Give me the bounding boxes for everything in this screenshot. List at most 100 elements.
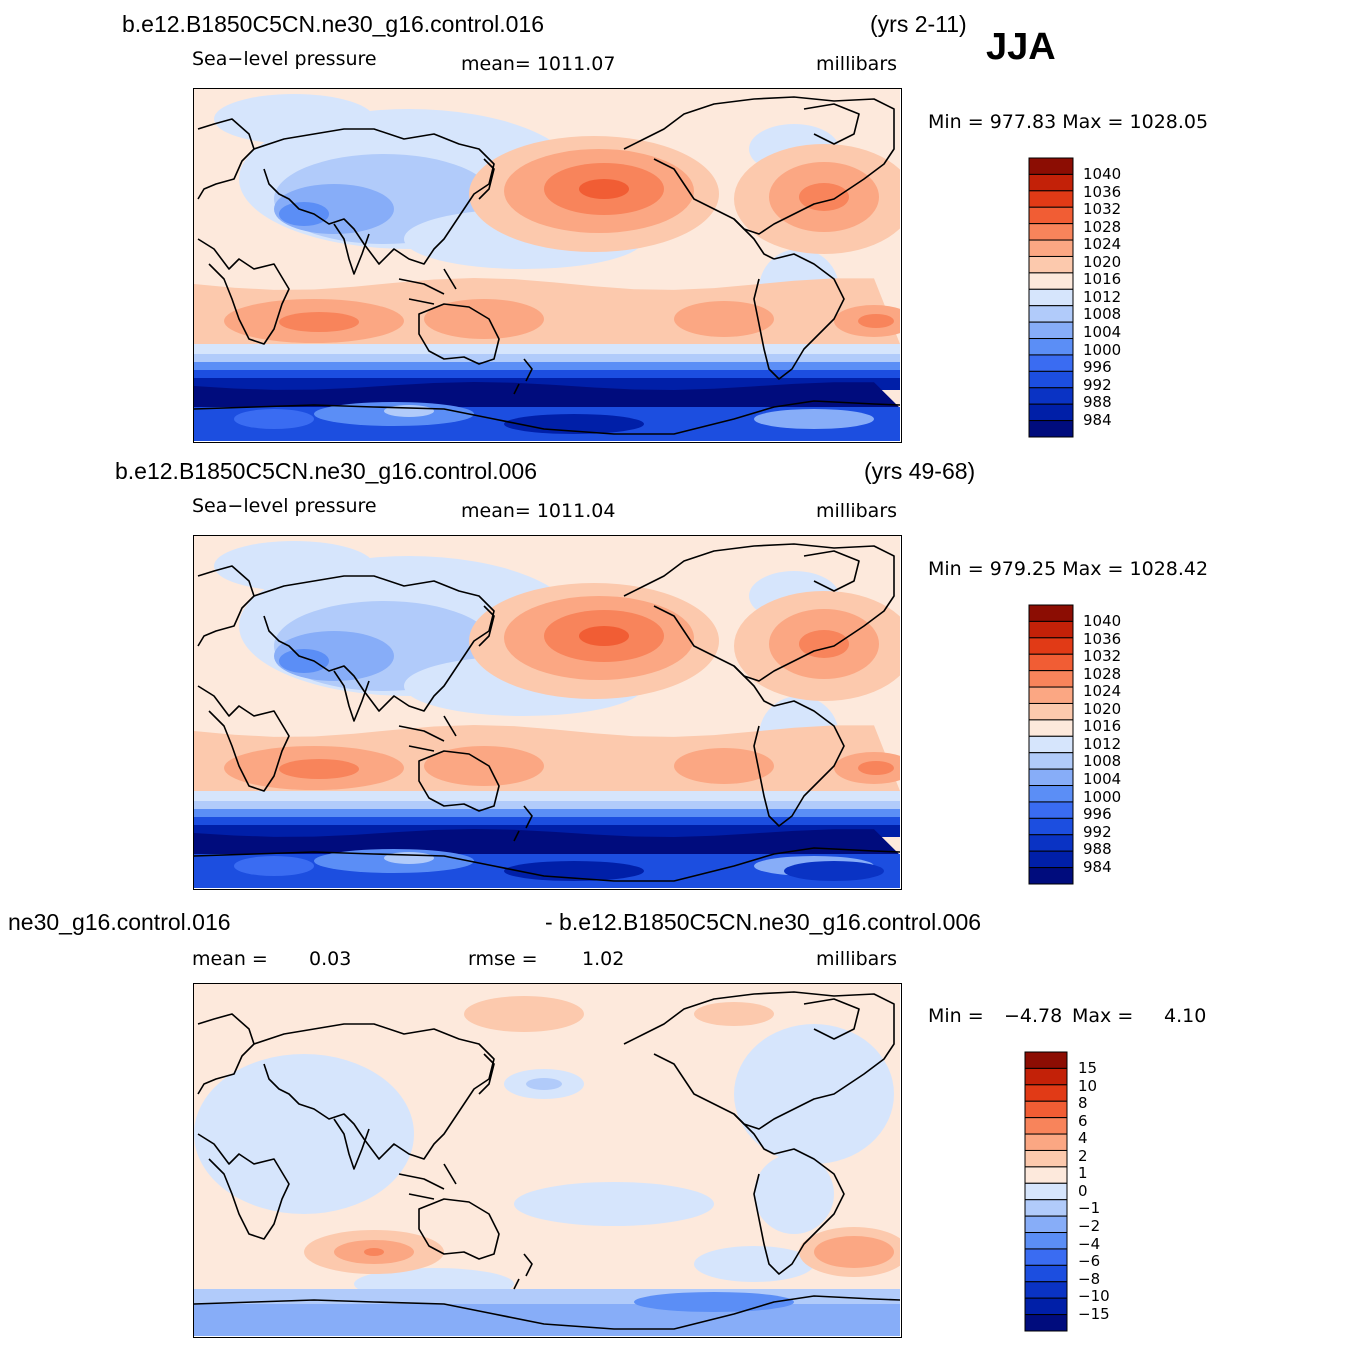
contour-region xyxy=(694,1246,814,1282)
coastline xyxy=(197,685,290,792)
panel-2-minmax: Min = 979.25 Max = 1028.42 xyxy=(928,558,1209,580)
panel-1-units: millibars xyxy=(816,53,898,75)
panel-2-case-title: b.e12.B1850C5CN.ne30_g16.control.006 xyxy=(115,458,537,484)
colorbar-tick-label: 1004 xyxy=(1083,322,1122,341)
colorbar-swatch xyxy=(1028,785,1074,803)
contour-band xyxy=(194,817,900,827)
colorbar-swatch xyxy=(1028,206,1074,225)
contour-region xyxy=(858,314,894,328)
contour-region xyxy=(234,856,314,876)
colorbar-tick-label: −10 xyxy=(1078,1287,1110,1306)
coastline xyxy=(418,303,500,365)
coastline xyxy=(803,998,860,1040)
coastline xyxy=(803,103,860,145)
season-label: JJA xyxy=(986,26,1056,68)
contour-band xyxy=(194,809,900,819)
coastline xyxy=(253,575,495,712)
contour-region xyxy=(784,861,884,881)
colorbar-swatch xyxy=(1028,735,1074,754)
contour-band xyxy=(194,382,900,408)
panel-3-min-value: −4.78 xyxy=(1004,1005,1063,1027)
colorbar-tick-label: 1004 xyxy=(1083,769,1122,788)
coastline xyxy=(623,991,895,1130)
colorbar-tick-label: 15 xyxy=(1078,1059,1098,1077)
colorbar-tick-label: 6 xyxy=(1078,1111,1088,1130)
panel-3-map xyxy=(193,983,902,1338)
contour-region xyxy=(526,1078,562,1090)
panel-2-variable: Sea−level pressure xyxy=(192,495,377,517)
coastline xyxy=(197,565,255,647)
coastline xyxy=(623,543,895,682)
colorbar-tick-label: 1016 xyxy=(1083,717,1122,736)
coastline xyxy=(398,268,457,305)
coastline xyxy=(253,1023,495,1160)
colorbar-tick-label: 8 xyxy=(1078,1094,1088,1113)
panel-3-case-left: ne30_g16.control.016 xyxy=(8,909,231,935)
contour-region xyxy=(279,202,329,226)
panel-1-case-title: b.e12.B1850C5CN.ne30_g16.control.016 xyxy=(122,11,544,37)
coastline xyxy=(753,700,845,827)
colorbar-swatch xyxy=(1024,1281,1068,1299)
colorbar-tick-label: 1024 xyxy=(1083,235,1122,254)
colorbar-tick-label: −2 xyxy=(1078,1216,1101,1235)
panel-2-years: (yrs 49-68) xyxy=(864,458,976,484)
colorbar-swatch xyxy=(1024,1133,1068,1151)
panel-3-rmse-value: 1.02 xyxy=(582,948,625,970)
coastline xyxy=(197,118,255,200)
panel-1-colorbar xyxy=(1028,157,1074,443)
coastline xyxy=(333,670,370,722)
panel-3-units: millibars xyxy=(816,948,898,970)
colorbar-tick-label: 984 xyxy=(1083,410,1112,429)
colorbar-swatch xyxy=(1024,1264,1068,1283)
colorbar-tick-label: 1024 xyxy=(1083,682,1122,701)
colorbar-swatch xyxy=(1028,272,1074,290)
contour-region xyxy=(214,94,374,144)
contour-band xyxy=(194,370,900,380)
contour-region xyxy=(734,1024,894,1164)
colorbar-swatch xyxy=(1028,321,1074,340)
contour-region xyxy=(754,1154,834,1234)
colorbar-swatch xyxy=(1028,653,1074,672)
contour-region xyxy=(579,179,629,199)
contour-region xyxy=(279,649,329,673)
contour-region xyxy=(364,1248,384,1256)
coastline xyxy=(753,253,845,380)
colorbar-tick-label: 1012 xyxy=(1083,287,1122,306)
colorbar-swatch xyxy=(1028,620,1074,639)
contour-region xyxy=(194,1054,414,1214)
colorbar-swatch xyxy=(1024,1215,1068,1234)
colorbar-tick-label: 988 xyxy=(1083,840,1112,859)
contour-band xyxy=(194,801,900,811)
contour-band xyxy=(194,791,900,803)
colorbar-tick-label: 2 xyxy=(1078,1146,1088,1165)
panel-3-rmse-label: rmse = xyxy=(468,948,538,970)
panel-3-case-right: - b.e12.B1850C5CN.ne30_g16.control.006 xyxy=(545,909,982,935)
colorbar-tick-label: −15 xyxy=(1078,1304,1110,1323)
colorbar-swatch xyxy=(1028,817,1074,836)
colorbar-tick-label: 1020 xyxy=(1083,699,1122,718)
panel-2-mean: mean= 1011.04 xyxy=(461,500,616,522)
contour-region xyxy=(424,746,544,786)
colorbar-swatch xyxy=(1028,173,1074,192)
colorbar-tick-label: 1 xyxy=(1078,1164,1088,1183)
panel-2-units: millibars xyxy=(816,500,898,522)
colorbar-swatch xyxy=(1024,1051,1068,1069)
colorbar-swatch xyxy=(1028,637,1074,655)
panel-2-map xyxy=(193,535,902,890)
contour-region xyxy=(694,1002,774,1026)
contour-band xyxy=(194,354,900,364)
coastline xyxy=(197,238,290,345)
coastline xyxy=(478,1053,495,1095)
contour-region xyxy=(674,301,774,337)
panel-1-variable: Sea−level pressure xyxy=(192,48,377,70)
contour-region xyxy=(799,183,849,211)
colorbar-tick-label: 1016 xyxy=(1083,270,1122,289)
colorbar-swatch xyxy=(1024,1232,1068,1250)
colorbar-swatch xyxy=(1024,1117,1068,1135)
colorbar-swatch xyxy=(1028,338,1074,356)
contour-region xyxy=(504,414,644,434)
contour-region xyxy=(514,1182,714,1226)
contour-region xyxy=(814,1236,894,1268)
contour-region xyxy=(464,996,584,1032)
colorbar-tick-label: −1 xyxy=(1078,1199,1101,1218)
